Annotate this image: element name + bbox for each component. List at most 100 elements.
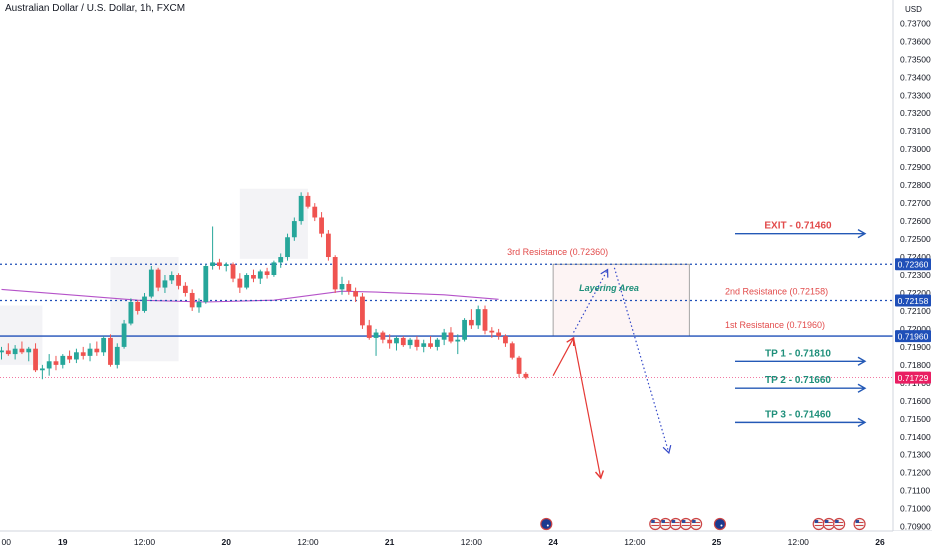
take-profit-target[interactable]: TP 3 - 0.71460 bbox=[735, 409, 867, 427]
candle[interactable] bbox=[366, 319, 372, 340]
take-profit-target[interactable]: TP 1 - 0.71810 bbox=[735, 348, 867, 366]
candle[interactable] bbox=[509, 341, 515, 360]
candle[interactable] bbox=[128, 298, 134, 326]
candle[interactable] bbox=[489, 327, 495, 338]
price-axis[interactable]: 0.73700 0.73600 0.73500 0.73400 0.73300 0.732… bbox=[892, 0, 932, 550]
candle[interactable] bbox=[441, 328, 447, 346]
candle[interactable] bbox=[217, 258, 222, 270]
candle[interactable] bbox=[148, 266, 154, 299]
candle[interactable] bbox=[5, 343, 11, 356]
event-icon[interactable] bbox=[833, 517, 846, 531]
candle[interactable] bbox=[203, 264, 209, 304]
candle[interactable] bbox=[46, 354, 52, 376]
event-icon[interactable] bbox=[812, 517, 825, 531]
event-icon[interactable] bbox=[679, 517, 693, 531]
candle[interactable] bbox=[12, 345, 18, 360]
candle[interactable] bbox=[257, 269, 263, 284]
candle[interactable] bbox=[135, 300, 141, 315]
candle[interactable] bbox=[312, 203, 318, 222]
candle[interactable] bbox=[400, 336, 406, 347]
candle[interactable] bbox=[26, 346, 32, 362]
event-icon[interactable] bbox=[540, 517, 553, 531]
candle[interactable] bbox=[319, 212, 324, 238]
candle[interactable] bbox=[278, 253, 284, 268]
candle[interactable] bbox=[339, 276, 345, 295]
event-icon[interactable] bbox=[649, 517, 662, 531]
candle[interactable] bbox=[121, 319, 127, 349]
candle[interactable] bbox=[421, 339, 427, 353]
candle[interactable] bbox=[482, 305, 488, 335]
candle[interactable] bbox=[237, 273, 243, 293]
currency-label: USD bbox=[905, 5, 922, 14]
candle[interactable] bbox=[19, 341, 25, 355]
candle[interactable] bbox=[74, 348, 79, 364]
candle[interactable] bbox=[196, 298, 202, 313]
candle[interactable] bbox=[325, 230, 331, 261]
candle[interactable] bbox=[251, 269, 256, 283]
candle[interactable] bbox=[223, 262, 229, 272]
candle[interactable] bbox=[360, 292, 365, 329]
candle[interactable] bbox=[182, 282, 188, 297]
candle[interactable] bbox=[114, 343, 120, 369]
candle[interactable] bbox=[353, 287, 359, 302]
take-profit-target[interactable]: TP 2 - 0.71660 bbox=[735, 375, 867, 393]
event-icon[interactable] bbox=[690, 517, 703, 531]
exit-target[interactable]: EXIT - 0.71460 bbox=[735, 221, 867, 239]
event-icon[interactable] bbox=[822, 517, 836, 531]
candle[interactable] bbox=[80, 346, 86, 360]
candle[interactable] bbox=[468, 309, 474, 329]
candle[interactable] bbox=[434, 337, 440, 351]
candle[interactable] bbox=[346, 280, 352, 295]
candle[interactable] bbox=[142, 292, 147, 313]
event-icon[interactable] bbox=[713, 517, 727, 531]
candle[interactable] bbox=[101, 336, 107, 356]
candle[interactable] bbox=[67, 350, 72, 364]
candle[interactable] bbox=[244, 273, 250, 290]
candle[interactable] bbox=[455, 334, 461, 355]
candle[interactable] bbox=[523, 372, 529, 380]
candle[interactable] bbox=[33, 343, 38, 373]
candle[interactable] bbox=[380, 330, 386, 344]
candle[interactable] bbox=[503, 334, 508, 347]
time-axis[interactable]: 00 19 12:00 20 12:00 21 12:00 24 12:00 25 12:00 26 bbox=[0, 530, 932, 550]
event-icon[interactable] bbox=[669, 517, 682, 531]
candle[interactable] bbox=[332, 255, 338, 293]
candle[interactable] bbox=[155, 267, 161, 292]
candle[interactable] bbox=[189, 289, 195, 311]
candle[interactable] bbox=[176, 273, 181, 290]
candle[interactable] bbox=[285, 233, 290, 261]
candle[interactable] bbox=[448, 327, 454, 344]
time-tick-label: 12:00 bbox=[134, 537, 156, 547]
candle[interactable] bbox=[60, 354, 66, 369]
candle[interactable] bbox=[0, 346, 4, 360]
event-icon[interactable] bbox=[659, 517, 672, 531]
candle[interactable] bbox=[414, 336, 420, 351]
candle[interactable] bbox=[39, 364, 45, 380]
candle[interactable] bbox=[475, 305, 481, 329]
candle[interactable] bbox=[407, 337, 413, 349]
candle[interactable] bbox=[462, 318, 467, 342]
candle[interactable] bbox=[169, 271, 175, 284]
candle[interactable] bbox=[387, 334, 393, 349]
candle[interactable] bbox=[373, 328, 379, 356]
candle[interactable] bbox=[298, 192, 304, 225]
candle[interactable] bbox=[516, 355, 522, 378]
candle[interactable] bbox=[264, 267, 270, 279]
candle[interactable] bbox=[271, 260, 277, 277]
symbol-title[interactable]: Australian Dollar / U.S. Dollar, 1h, FXC… bbox=[5, 3, 186, 14]
candle[interactable] bbox=[496, 328, 502, 340]
candle[interactable] bbox=[291, 217, 297, 241]
candle[interactable] bbox=[394, 336, 399, 351]
candle[interactable] bbox=[53, 355, 59, 371]
candle[interactable] bbox=[108, 334, 113, 367]
candle[interactable] bbox=[162, 275, 168, 293]
candle[interactable] bbox=[210, 226, 216, 270]
candle[interactable] bbox=[87, 343, 93, 362]
candle[interactable] bbox=[94, 341, 100, 356]
candle[interactable] bbox=[305, 192, 311, 209]
candle[interactable] bbox=[428, 336, 433, 349]
event-icon[interactable] bbox=[853, 517, 866, 531]
candle[interactable] bbox=[230, 262, 236, 283]
